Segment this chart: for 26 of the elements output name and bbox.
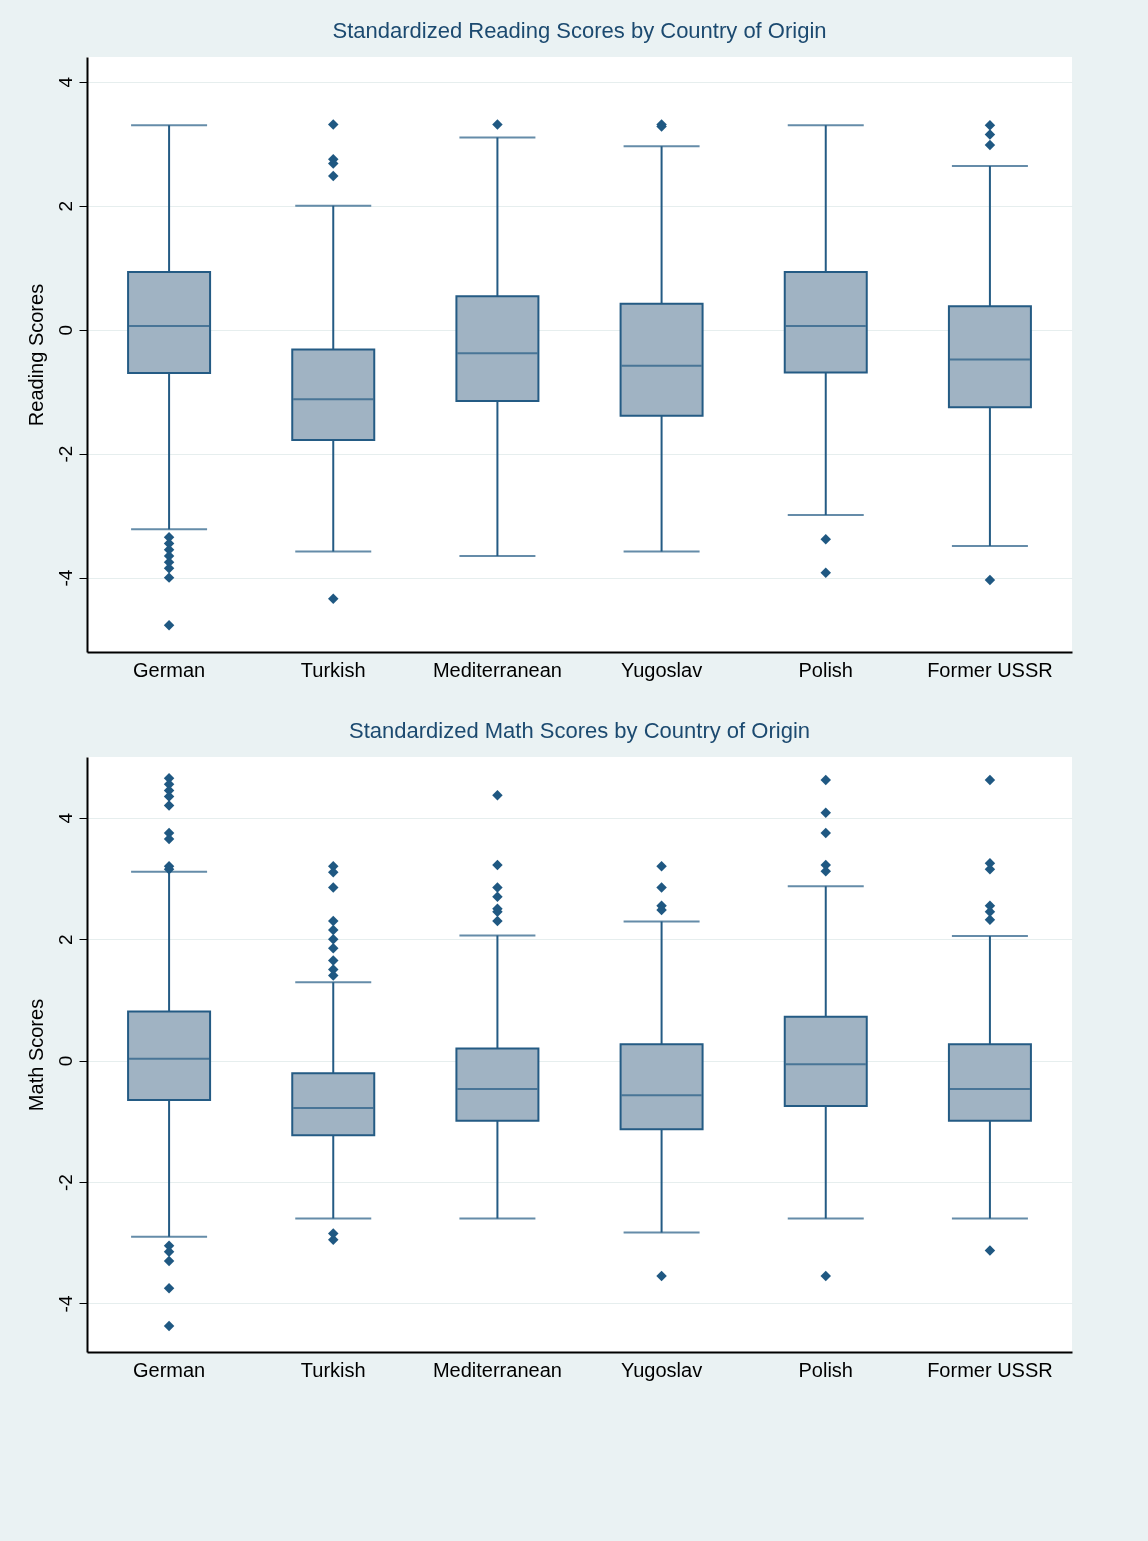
x-tick-label: German bbox=[132, 1358, 206, 1381]
y-tick-label: 2 bbox=[54, 200, 76, 212]
y-axis-title: Reading Scores bbox=[24, 283, 47, 427]
chart-title: Standardized Reading Scores by Country of Origin bbox=[332, 18, 827, 43]
y-tick-label: 0 bbox=[54, 324, 76, 336]
y-tick-label: -4 bbox=[54, 1295, 76, 1313]
x-tick-label: Turkish bbox=[300, 1358, 366, 1381]
y-tick-label: 4 bbox=[54, 76, 76, 88]
chart-title: Standardized Math Scores by Country of Origin bbox=[348, 718, 811, 743]
x-tick-label: Polish bbox=[798, 1358, 853, 1381]
x-tick-label: Mediterranean bbox=[432, 658, 562, 681]
y-tick-label: 4 bbox=[54, 812, 76, 824]
x-tick-label: Former USSR bbox=[927, 658, 1053, 681]
x-tick-label: Mediterranean bbox=[432, 1358, 562, 1381]
x-tick-label: Turkish bbox=[300, 658, 366, 681]
y-tick-label: -2 bbox=[54, 1174, 76, 1191]
x-tick-label: German bbox=[132, 658, 206, 681]
x-tick-label: Polish bbox=[798, 658, 853, 681]
y-tick-label: -2 bbox=[54, 445, 76, 463]
y-tick-label: -4 bbox=[54, 569, 76, 587]
y-axis-title: Math Scores bbox=[24, 998, 47, 1112]
x-tick-label: Yugoslav bbox=[621, 658, 703, 681]
y-tick-label: 0 bbox=[54, 1055, 76, 1067]
x-tick-label: Yugoslav bbox=[621, 1358, 703, 1381]
x-tick-label: Former USSR bbox=[927, 1358, 1053, 1381]
y-tick-label: 2 bbox=[54, 934, 76, 945]
